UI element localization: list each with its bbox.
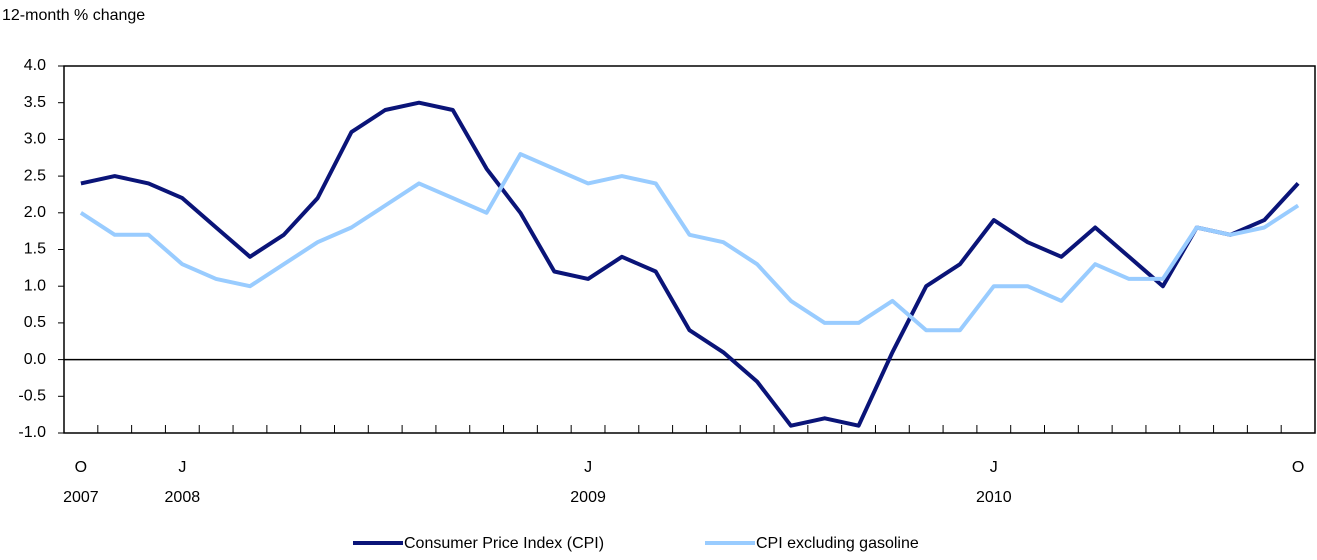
x-tick-label: J [584,459,592,476]
y-axis-label: 12-month % change [2,7,145,24]
y-tick-label: 2.5 [24,167,46,184]
plot-frame [63,65,1316,434]
series-line [79,152,1300,333]
legend-label: Consumer Price Index (CPI) [404,535,604,552]
year-label: 2010 [976,489,1012,506]
year-label: 2009 [570,489,606,506]
y-tick-label: 0.5 [24,314,46,331]
y-tick-label: 2.0 [24,204,46,221]
y-tick-label: 1.0 [24,277,46,294]
y-tick-label: -0.5 [18,388,46,405]
y-tick-label: -1.0 [18,424,46,441]
x-tick-label: O [1292,459,1304,476]
y-tick-label: 4.0 [24,57,46,74]
x-tick-label: J [990,459,998,476]
y-tick-label: 3.0 [24,131,46,148]
y-tick-label: 1.5 [24,241,46,258]
y-tick-label: 0.0 [24,351,46,368]
x-tick-label: J [178,459,186,476]
y-tick-label: 3.5 [24,94,46,111]
x-tick-label: O [75,459,87,476]
legend-label: CPI excluding gasoline [756,535,919,552]
year-label: 2007 [63,489,99,506]
series-line [80,100,1300,428]
year-label: 2008 [165,489,201,506]
